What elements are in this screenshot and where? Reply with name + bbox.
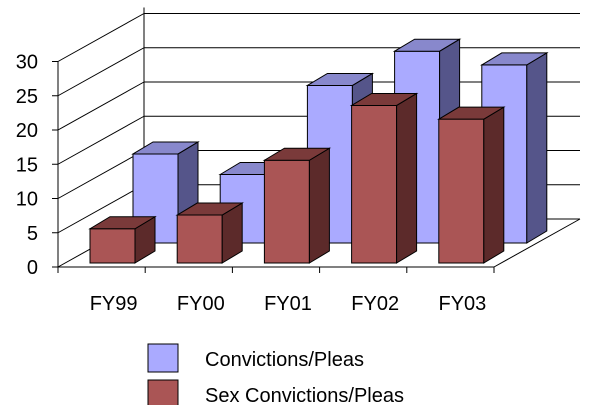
bar-sex-convictions bbox=[88, 215, 157, 264]
bar-front bbox=[438, 118, 485, 264]
bar-side bbox=[483, 106, 505, 264]
bar-side bbox=[396, 92, 418, 264]
bar-side bbox=[526, 52, 548, 244]
legend-item-sex-convictions: Sex Convictions/Pleas bbox=[147, 379, 404, 405]
x-tick-label: FY99 bbox=[90, 293, 138, 315]
bar-front bbox=[89, 228, 136, 264]
y-tick-label: 20 bbox=[16, 120, 38, 142]
bar-top bbox=[131, 141, 200, 155]
bar-top bbox=[262, 147, 332, 161]
y-tick-label: 10 bbox=[16, 189, 38, 211]
legend-label: Sex Convictions/Pleas bbox=[205, 385, 404, 405]
y-tick-label: 30 bbox=[16, 52, 38, 74]
bar-top bbox=[479, 52, 549, 66]
gridline-side bbox=[57, 47, 145, 97]
gridline-side bbox=[57, 13, 145, 62]
legend-swatch bbox=[147, 379, 179, 405]
legend-item-convictions: Convictions/Pleas bbox=[147, 343, 364, 373]
y-tick-label: 0 bbox=[27, 257, 38, 279]
x-axis-ticks: FY99 FY00 FY01 FY02 FY03 bbox=[57, 267, 495, 315]
bar-side bbox=[308, 147, 330, 264]
bar-top bbox=[175, 202, 245, 216]
bar-sex-convictions bbox=[262, 147, 332, 264]
bar-top bbox=[392, 38, 462, 52]
gridline-side bbox=[57, 115, 145, 165]
floor-right-edge bbox=[493, 218, 581, 268]
bar-front bbox=[351, 104, 398, 264]
chart-legend: Convictions/Pleas Sex Convictions/Pleas bbox=[147, 343, 404, 405]
y-axis-ticks: 0 5 10 15 20 25 30 bbox=[16, 52, 58, 279]
bar-top bbox=[349, 92, 419, 106]
bar-sex-convictions bbox=[436, 106, 506, 264]
chart-bars bbox=[88, 38, 549, 264]
bar-front bbox=[263, 159, 310, 264]
x-tick-label: FY02 bbox=[351, 293, 399, 315]
legend-label: Convictions/Pleas bbox=[205, 349, 364, 371]
gridline-side bbox=[57, 150, 145, 199]
bar-top bbox=[436, 106, 506, 120]
y-tick-label: 15 bbox=[16, 154, 38, 176]
x-tick-label: FY00 bbox=[177, 293, 225, 315]
y-tick-label: 5 bbox=[27, 223, 38, 245]
bar-front bbox=[176, 214, 223, 264]
legend-swatch bbox=[147, 343, 179, 373]
gridline-side bbox=[57, 184, 145, 234]
bar-sex-convictions bbox=[175, 202, 245, 264]
x-tick-label: FY03 bbox=[438, 293, 486, 315]
x-tick-label: FY01 bbox=[264, 293, 312, 315]
gridline-side bbox=[57, 81, 145, 131]
bar-sex-convictions bbox=[349, 92, 419, 264]
y-tick-label: 25 bbox=[16, 86, 38, 108]
bar-top bbox=[88, 216, 157, 230]
bar-top bbox=[305, 72, 375, 86]
